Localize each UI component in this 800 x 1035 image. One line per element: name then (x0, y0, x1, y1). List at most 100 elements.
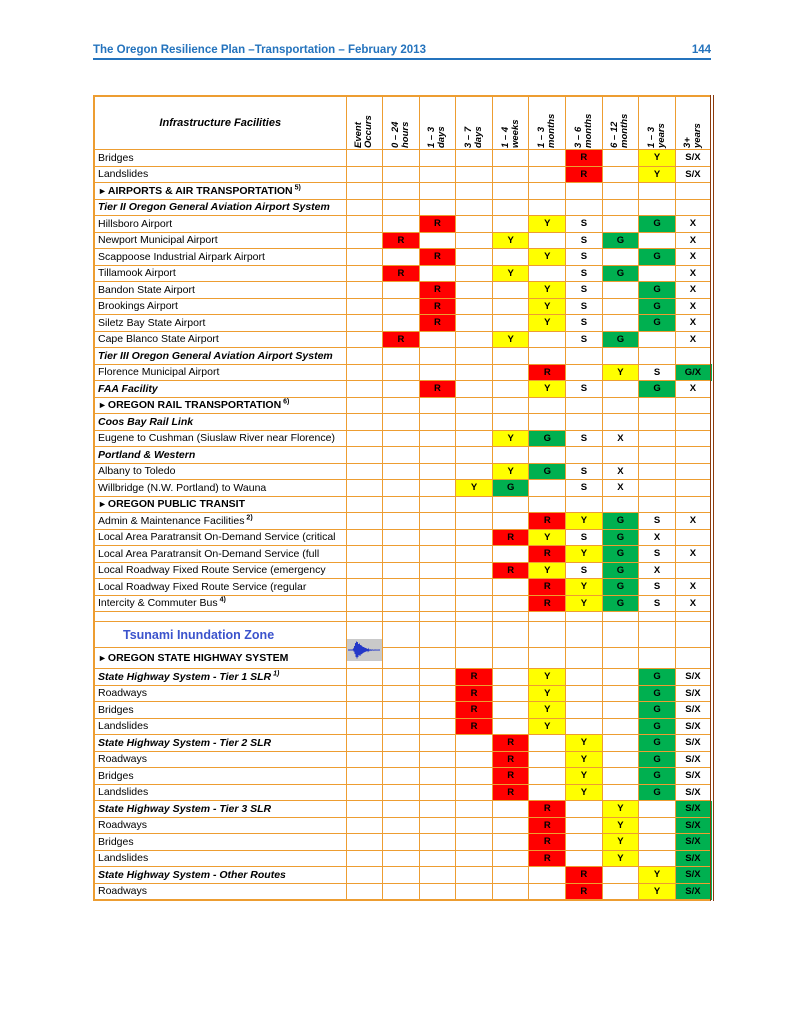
table-row: Intercity & Commuter Bus 4) R Y G S X (93, 594, 713, 612)
empty-cell (418, 594, 457, 612)
facility-label-text: Local Area Paratransit On-Demand Service… (98, 547, 320, 560)
timeframe-column-label: Event Occurs (353, 115, 375, 148)
empty-cell (638, 495, 676, 513)
facility-label-text: Siletz Bay State Airport (98, 316, 206, 329)
empty-cell (382, 215, 420, 233)
empty-cell (418, 462, 457, 480)
empty-cell (455, 380, 493, 398)
empty-cell (528, 783, 567, 801)
section-marker-icon: ► (98, 400, 107, 411)
empty-cell (491, 182, 530, 200)
status-cell: X (601, 479, 640, 497)
empty-cell (674, 528, 713, 546)
empty-cell (382, 849, 420, 867)
empty-cell (455, 198, 493, 216)
status-cell: X (674, 380, 713, 398)
timeframe-column-header: 6 – 12 months (601, 95, 640, 150)
empty-cell (455, 281, 493, 299)
empty-cell (345, 750, 384, 768)
empty-cell (345, 816, 384, 834)
empty-cell (638, 396, 676, 414)
empty-cell (345, 149, 384, 167)
empty-cell (491, 611, 530, 622)
empty-cell (418, 701, 457, 719)
empty-cell (565, 446, 603, 464)
empty-cell (382, 621, 420, 648)
empty-cell (601, 281, 640, 299)
empty-cell (455, 182, 493, 200)
empty-cell (455, 413, 493, 431)
facility-label: Bridges (93, 701, 347, 719)
empty-cell (418, 231, 457, 249)
empty-cell (418, 512, 457, 530)
status-cell: S (638, 594, 676, 612)
status-cell: Y (565, 750, 603, 768)
empty-cell (382, 611, 420, 622)
status-cell: R (455, 717, 493, 735)
facility-label: Coos Bay Rail Link (93, 413, 347, 431)
empty-cell (345, 611, 384, 622)
empty-cell (638, 413, 676, 431)
table-row: Willbridge (N.W. Portland) to Wauna Y G S X (93, 479, 713, 497)
table-row: Landslides R Y G S/X (93, 783, 713, 801)
empty-cell (382, 561, 420, 579)
empty-cell (491, 413, 530, 431)
empty-cell (345, 281, 384, 299)
empty-cell (601, 396, 640, 414)
empty-cell (345, 882, 384, 901)
table-row: Tier III Oregon General Aviation Airport… (93, 347, 713, 365)
empty-cell (418, 495, 457, 513)
empty-cell (382, 767, 420, 785)
facility-label: Roadways (93, 816, 347, 834)
table-row: Roadways R Y G S/X (93, 684, 713, 702)
empty-cell (491, 882, 530, 901)
timeframe-column-label: 1 – 3 years (646, 123, 668, 148)
facility-label: ►AIRPORTS & AIR TRANSPORTATION 5) (93, 182, 347, 200)
empty-cell (382, 717, 420, 735)
empty-cell (601, 767, 640, 785)
empty-cell (491, 297, 530, 315)
empty-cell (345, 594, 384, 612)
status-cell: R (455, 668, 493, 686)
facility-label: Eugene to Cushman (Siuslaw River near Fl… (93, 429, 347, 447)
empty-cell (638, 182, 676, 200)
status-cell: Y (638, 882, 676, 901)
table-row: Tier II Oregon General Aviation Airport … (93, 198, 713, 216)
status-cell: R (565, 149, 603, 167)
empty-cell (455, 833, 493, 851)
empty-cell (638, 816, 676, 834)
status-cell: R (565, 882, 603, 901)
status-cell: X (674, 594, 713, 612)
empty-cell (418, 800, 457, 818)
empty-cell (528, 767, 567, 785)
empty-cell (418, 198, 457, 216)
empty-cell (528, 495, 567, 513)
empty-cell (638, 621, 676, 648)
status-cell: G (601, 330, 640, 348)
facility-label (93, 611, 347, 622)
facility-label-text: Coos Bay Rail Link (98, 415, 194, 428)
facility-label: Tier III Oregon General Aviation Airport… (93, 347, 347, 365)
empty-cell (382, 495, 420, 513)
empty-cell (528, 866, 567, 884)
empty-cell (418, 413, 457, 431)
empty-cell (418, 783, 457, 801)
facility-label: State Highway System - Other Routes (93, 866, 347, 884)
empty-cell (382, 578, 420, 596)
facility-label-text: Eugene to Cushman (Siuslaw River near Fl… (98, 432, 335, 445)
empty-cell (491, 816, 530, 834)
facility-label: Local Roadway Fixed Route Service (regul… (93, 578, 347, 596)
empty-cell (491, 215, 530, 233)
empty-cell (528, 621, 567, 648)
table-row: Roadways R Y G S/X (93, 750, 713, 768)
table-row: ►OREGON PUBLIC TRANSIT (93, 495, 713, 513)
empty-cell (491, 314, 530, 332)
status-cell: G (601, 578, 640, 596)
empty-cell (528, 182, 567, 200)
status-cell: S/X (674, 866, 713, 884)
empty-cell (455, 429, 493, 447)
timeframe-column-header: 3 – 6 months (565, 95, 603, 150)
empty-cell (565, 717, 603, 735)
empty-cell (491, 347, 530, 365)
empty-cell (528, 611, 567, 622)
